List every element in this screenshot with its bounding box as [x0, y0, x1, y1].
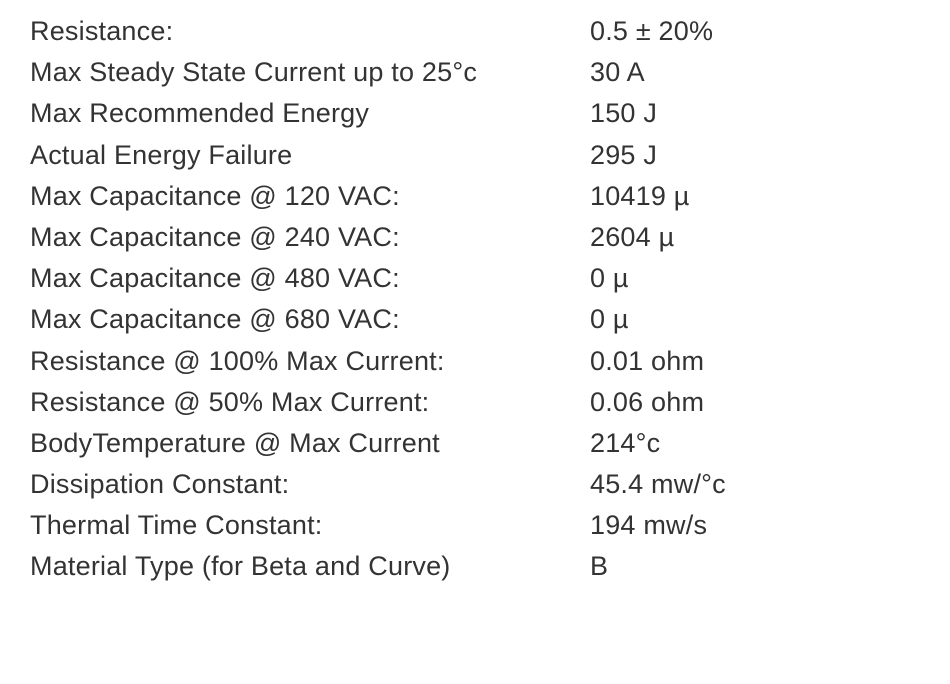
- spec-value: 2604 µ: [590, 224, 674, 251]
- spec-value: 150 J: [590, 100, 657, 127]
- spec-value: 0.06 ohm: [590, 389, 704, 416]
- spec-value: 194 mw/s: [590, 512, 707, 539]
- spec-value: 0.01 ohm: [590, 348, 704, 375]
- spec-label: Max Capacitance @ 480 VAC:: [30, 265, 590, 292]
- spec-value: 214°c: [590, 430, 660, 457]
- spec-row: Max Capacitance @ 680 VAC: 0 µ: [30, 306, 930, 333]
- spec-row: Max Capacitance @ 240 VAC: 2604 µ: [30, 224, 930, 251]
- spec-value: 0 µ: [590, 306, 629, 333]
- spec-label: Dissipation Constant:: [30, 471, 590, 498]
- spec-row: Actual Energy Failure 295 J: [30, 142, 930, 169]
- spec-row: Resistance: 0.5 ± 20%: [30, 18, 930, 45]
- spec-row: Thermal Time Constant: 194 mw/s: [30, 512, 930, 539]
- spec-table: Resistance: 0.5 ± 20% Max Steady State C…: [0, 0, 950, 580]
- spec-value: B: [590, 553, 608, 580]
- spec-label: Max Capacitance @ 680 VAC:: [30, 306, 590, 333]
- spec-label: Max Recommended Energy: [30, 100, 590, 127]
- spec-label: Resistance @ 100% Max Current:: [30, 348, 590, 375]
- spec-label: Actual Energy Failure: [30, 142, 590, 169]
- spec-label: BodyTemperature @ Max Current: [30, 430, 590, 457]
- spec-value: 45.4 mw/°c: [590, 471, 726, 498]
- spec-row: Max Capacitance @ 480 VAC: 0 µ: [30, 265, 930, 292]
- spec-row: Max Steady State Current up to 25°c 30 A: [30, 59, 930, 86]
- spec-row: Material Type (for Beta and Curve) B: [30, 553, 930, 580]
- spec-value: 30 A: [590, 59, 645, 86]
- spec-label: Material Type (for Beta and Curve): [30, 553, 590, 580]
- spec-row: Max Capacitance @ 120 VAC: 10419 µ: [30, 183, 930, 210]
- spec-value: 10419 µ: [590, 183, 690, 210]
- spec-row: Resistance @ 100% Max Current: 0.01 ohm: [30, 348, 930, 375]
- spec-label: Max Capacitance @ 120 VAC:: [30, 183, 590, 210]
- spec-value: 0.5 ± 20%: [590, 18, 713, 45]
- spec-label: Max Steady State Current up to 25°c: [30, 59, 590, 86]
- spec-label: Resistance:: [30, 18, 590, 45]
- spec-row: Resistance @ 50% Max Current: 0.06 ohm: [30, 389, 930, 416]
- spec-row: BodyTemperature @ Max Current 214°c: [30, 430, 930, 457]
- spec-label: Max Capacitance @ 240 VAC:: [30, 224, 590, 251]
- spec-row: Dissipation Constant: 45.4 mw/°c: [30, 471, 930, 498]
- spec-value: 295 J: [590, 142, 657, 169]
- spec-label: Resistance @ 50% Max Current:: [30, 389, 590, 416]
- spec-value: 0 µ: [590, 265, 629, 292]
- spec-label: Thermal Time Constant:: [30, 512, 590, 539]
- spec-row: Max Recommended Energy 150 J: [30, 100, 930, 127]
